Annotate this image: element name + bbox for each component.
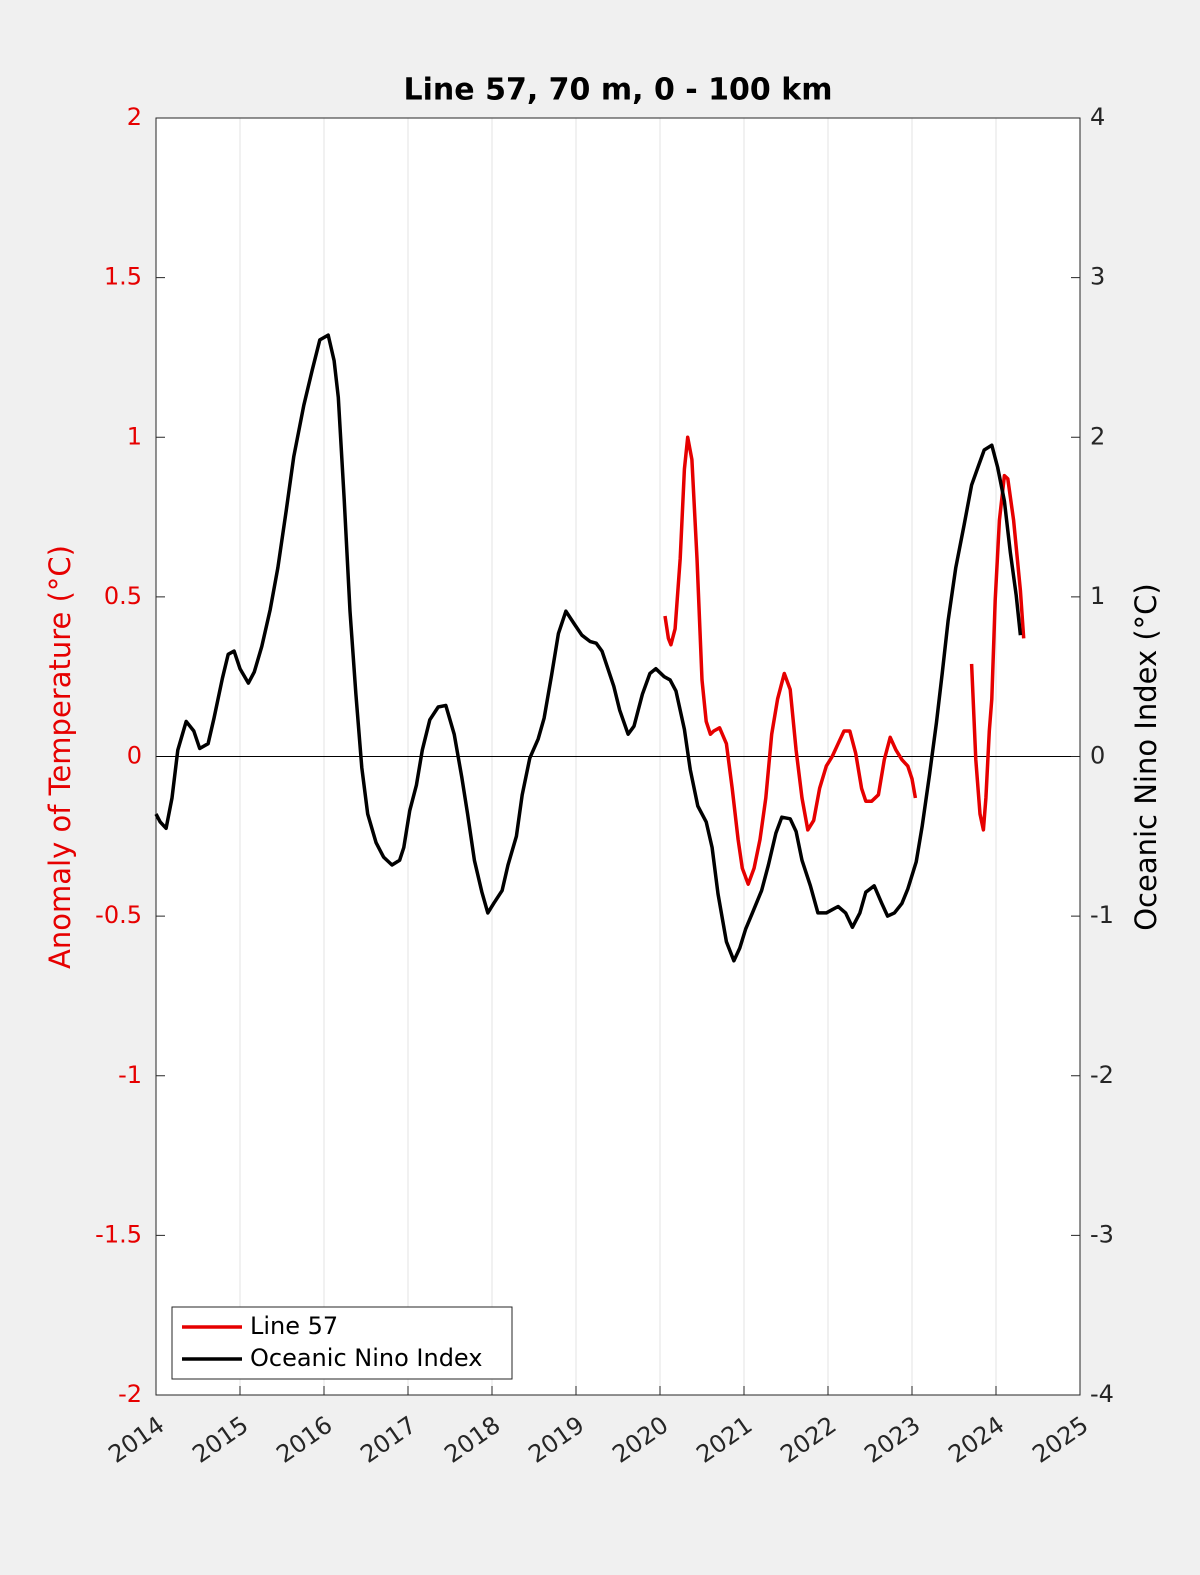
x-tick-label: 2019 bbox=[523, 1411, 589, 1469]
legend-box bbox=[171, 1306, 513, 1380]
chart-title: Line 57, 70 m, 0 - 100 km bbox=[404, 73, 833, 108]
x-tick-label: 2023 bbox=[859, 1411, 925, 1469]
y-tick-label: -2 bbox=[118, 1380, 142, 1408]
y2-tick-label: -1 bbox=[1090, 901, 1114, 929]
series-line bbox=[154, 333, 1023, 963]
y-tick-label: -1.5 bbox=[95, 1220, 142, 1248]
y-tick-label: 1.5 bbox=[104, 263, 142, 291]
y-tick-label: 0.5 bbox=[104, 582, 142, 610]
x-tick-label: 2025 bbox=[1027, 1411, 1093, 1469]
y-tick-label: 2 bbox=[127, 103, 142, 131]
y2-tick-label: 0 bbox=[1090, 742, 1105, 770]
x-tick-label: 2015 bbox=[187, 1411, 253, 1469]
series-line bbox=[663, 435, 1026, 886]
x-tick-label: 2021 bbox=[691, 1411, 757, 1469]
y2-tick-label: 3 bbox=[1090, 263, 1105, 291]
y-tick-label: 1 bbox=[127, 422, 142, 450]
x-tick-label: 2017 bbox=[355, 1411, 421, 1469]
y-axis-label: Anomaly of Temperature (°C) bbox=[43, 545, 77, 969]
x-tick-label: 2020 bbox=[607, 1411, 673, 1469]
y-tick-label: -0.5 bbox=[95, 901, 142, 929]
y-tick-label: 0 bbox=[127, 742, 142, 770]
x-tick-label: 2018 bbox=[439, 1411, 505, 1469]
plot-frame bbox=[155, 117, 1081, 1396]
y2-tick-label: -4 bbox=[1090, 1380, 1114, 1408]
y-tick-label: -1 bbox=[118, 1061, 142, 1089]
y2-tick-label: -2 bbox=[1090, 1061, 1114, 1089]
x-tick-label: 2016 bbox=[271, 1411, 337, 1469]
y2-tick-label: 1 bbox=[1090, 582, 1105, 610]
x-tick-label: 2024 bbox=[943, 1411, 1009, 1469]
x-tick-label: 2014 bbox=[103, 1411, 169, 1469]
legend-label: Oceanic Nino Index bbox=[250, 1344, 482, 1372]
x-tick-label: 2022 bbox=[775, 1411, 841, 1469]
y2-tick-label: -3 bbox=[1090, 1220, 1114, 1248]
y2-tick-label: 2 bbox=[1090, 422, 1105, 450]
y2-tick-label: 4 bbox=[1090, 103, 1105, 131]
legend-label: Line 57 bbox=[250, 1312, 338, 1340]
y2-axis-label: Oceanic Nino Index (°C) bbox=[1129, 583, 1163, 931]
